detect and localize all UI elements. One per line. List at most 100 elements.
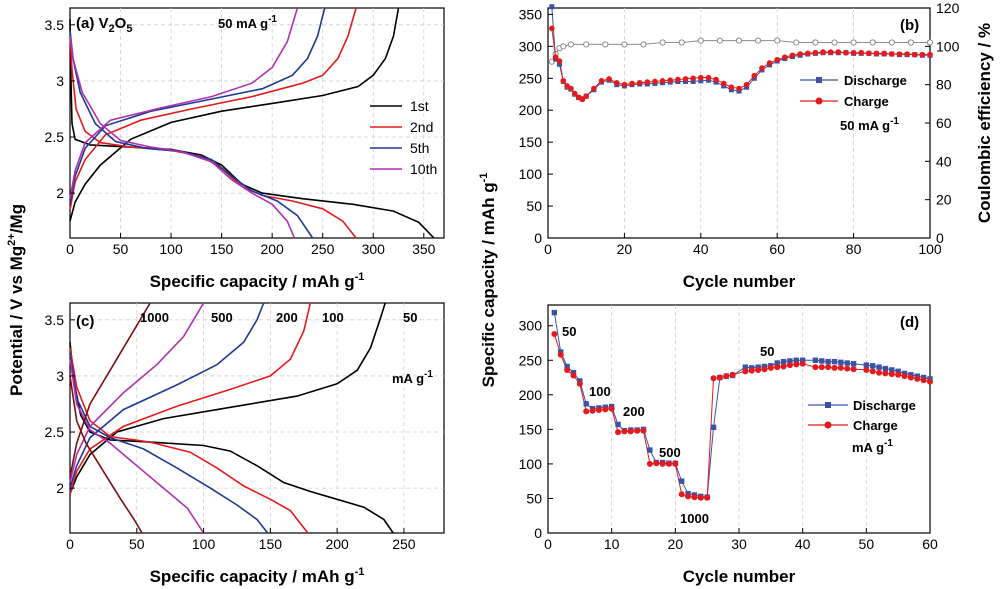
efficiency-point xyxy=(602,41,609,48)
x-tick-label: 350 xyxy=(412,241,436,257)
discharge-point xyxy=(889,367,895,373)
charge-point xyxy=(767,364,774,371)
efficiency-point xyxy=(716,37,724,44)
charge-point xyxy=(789,52,796,59)
efficiency-point xyxy=(755,37,762,44)
discharge-point xyxy=(742,364,749,370)
efficiency-point xyxy=(869,39,876,46)
charge-point xyxy=(766,60,773,66)
charge-point xyxy=(728,84,735,91)
charge-point xyxy=(759,65,765,71)
y2-tick-label: 80 xyxy=(936,77,952,93)
efficiency-point xyxy=(774,37,781,44)
charge-point xyxy=(716,374,723,381)
charge-point xyxy=(557,351,564,358)
panel-d-xlabel: Cycle number xyxy=(683,567,796,586)
charge-point xyxy=(825,364,832,371)
efficiency-point xyxy=(583,41,590,48)
discharge-point xyxy=(819,358,825,364)
rate-label-500: 500 xyxy=(211,310,233,325)
charge-point xyxy=(665,460,672,467)
charge-point xyxy=(751,72,758,79)
discharge-point xyxy=(583,401,589,407)
legend-marker-charge-b xyxy=(815,97,823,105)
y2-tick-label: 20 xyxy=(936,192,952,208)
discharge-point xyxy=(710,424,717,430)
x-tick-label: 0 xyxy=(544,536,552,552)
charge-point xyxy=(659,78,666,84)
charge-point xyxy=(858,49,865,56)
charge-point xyxy=(742,368,749,375)
x-tick-label: 100 xyxy=(159,241,183,257)
discharge-point xyxy=(549,4,555,10)
discharge-point xyxy=(690,78,696,84)
charge-point xyxy=(591,85,597,92)
x-tick-label: 50 xyxy=(859,536,875,552)
charge-point xyxy=(552,54,559,60)
y-tick-label: 2 xyxy=(56,185,64,201)
y-tick-label: 50 xyxy=(526,490,542,506)
charge-point xyxy=(736,85,742,92)
y-tick-label: 3 xyxy=(56,368,64,384)
charge-point xyxy=(782,54,788,60)
efficiency-point xyxy=(888,39,895,46)
x-tick-label: 50 xyxy=(129,536,145,552)
y-tick-label: 2.5 xyxy=(45,129,65,145)
x-tick-label: 250 xyxy=(392,536,416,552)
x-tick-label: 10 xyxy=(604,536,620,552)
charge-point xyxy=(786,362,793,369)
y-tick-label: 150 xyxy=(519,134,543,150)
charge-point xyxy=(549,25,555,32)
charge-curve-10th xyxy=(69,7,299,199)
charge-point xyxy=(774,56,780,63)
charge-point xyxy=(697,494,704,501)
charge-point xyxy=(644,79,651,85)
discharge-point xyxy=(793,357,799,363)
legend-marker-charge-d xyxy=(824,421,832,429)
charge-point xyxy=(659,460,666,467)
charge-point xyxy=(827,49,834,55)
charge-point xyxy=(901,373,908,380)
discharge-curve-100-mA xyxy=(69,347,309,534)
charge-point xyxy=(927,51,933,58)
x-tick-label: 250 xyxy=(311,241,335,257)
y-tick-label: 200 xyxy=(519,387,543,403)
legend-label-discharge-d: Discharge xyxy=(853,398,916,413)
charge-curve-50-mA xyxy=(69,302,386,494)
charge-point xyxy=(667,77,674,83)
y-tick-label: 50 xyxy=(526,198,542,214)
rate-label-100: 100 xyxy=(322,310,344,325)
charge-point xyxy=(570,372,577,379)
shared-potential-ylabel: Potential / V vs Mg2+/Mg xyxy=(6,204,26,396)
x-tick-label: 200 xyxy=(325,536,349,552)
charge-point xyxy=(634,427,641,434)
charge-point xyxy=(755,366,762,373)
discharge-point xyxy=(895,368,901,375)
charge-line xyxy=(553,333,931,499)
discharge-point xyxy=(850,361,857,367)
charge-point xyxy=(713,76,719,83)
charge-point xyxy=(818,364,825,371)
efficiency-point xyxy=(735,37,743,44)
charge-point xyxy=(608,405,615,412)
charge-point xyxy=(568,85,574,92)
panel-a-xlabel: Specific capacity / mAh g-1 xyxy=(150,271,365,291)
discharge-point xyxy=(774,360,780,366)
x-tick-label: 30 xyxy=(731,536,747,552)
panel-d-unit-label: mA g-1 xyxy=(852,438,893,455)
discharge-curve-1000-mA xyxy=(69,375,143,534)
x-tick-label: 100 xyxy=(918,241,942,257)
charge-point xyxy=(675,76,681,83)
legend-label-5th: 5th xyxy=(410,140,429,156)
y-tick-label: 0 xyxy=(534,230,542,246)
charge-point xyxy=(799,360,806,367)
charge-point xyxy=(863,366,870,373)
x-tick-label: 100 xyxy=(192,536,216,552)
charge-curve-200-mA xyxy=(69,302,265,489)
efficiency-point xyxy=(560,43,567,50)
charge-point xyxy=(812,364,819,371)
charge-point xyxy=(920,377,927,384)
charge-point xyxy=(560,78,567,84)
charge-point xyxy=(579,96,586,103)
efficiency-point xyxy=(850,39,857,46)
